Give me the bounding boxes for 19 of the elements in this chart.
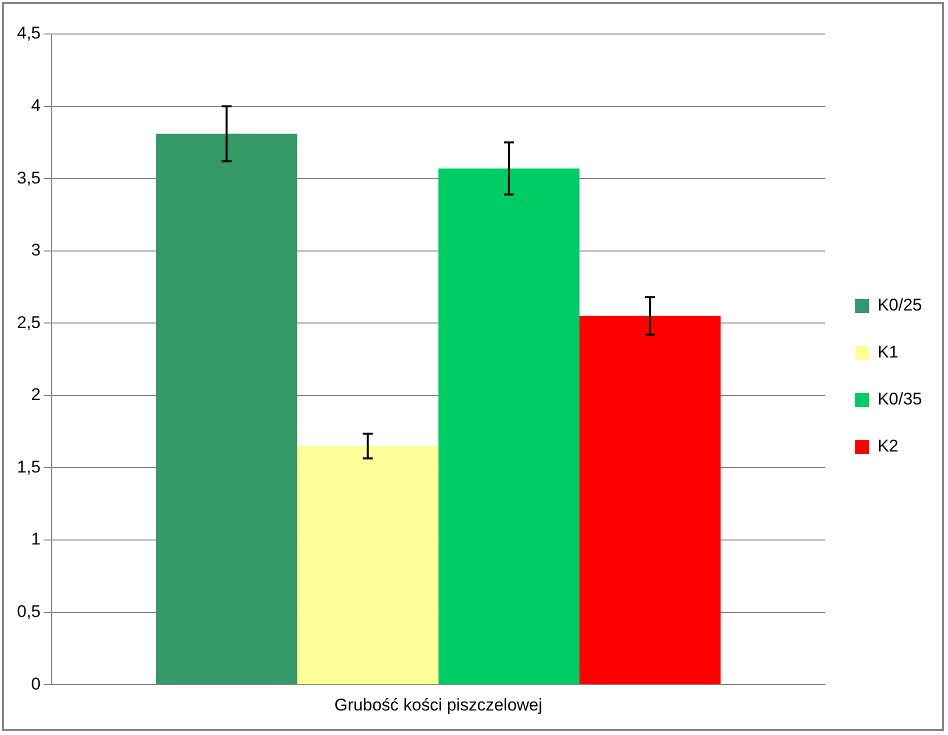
y-tick-label: 0,5 bbox=[16, 602, 41, 621]
y-tick-label: 4,5 bbox=[16, 24, 41, 43]
y-tick-label: 0 bbox=[31, 674, 41, 694]
y-tick-label: 3 bbox=[31, 240, 41, 260]
legend-label: K0/25 bbox=[878, 296, 922, 315]
y-tick-label: 1,5 bbox=[16, 457, 41, 476]
legend-label: K2 bbox=[878, 436, 898, 456]
bar bbox=[438, 168, 580, 684]
x-tick-label: Grubość kości piszczelowej bbox=[334, 695, 542, 714]
y-tick-label: 4 bbox=[31, 96, 41, 115]
y-tick-label: 1 bbox=[31, 530, 41, 549]
y-tick-label: 2,5 bbox=[16, 312, 41, 332]
bar bbox=[297, 446, 438, 684]
bar bbox=[580, 316, 721, 684]
legend-label: K0/35 bbox=[878, 390, 922, 409]
y-tick-label: 2 bbox=[31, 385, 41, 404]
legend-label: K1 bbox=[878, 342, 898, 362]
y-tick-label: 3,5 bbox=[16, 168, 41, 188]
bar bbox=[156, 134, 298, 684]
